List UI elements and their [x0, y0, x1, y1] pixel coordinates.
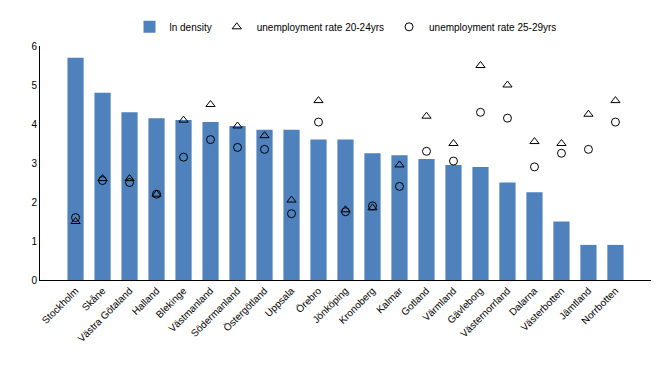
svg-text:unemployment rate 25-29yrs: unemployment rate 25-29yrs	[429, 22, 556, 33]
svg-text:0: 0	[31, 275, 37, 286]
svg-text:Västmanland: Västmanland	[166, 285, 215, 334]
svg-text:Örebro: Örebro	[294, 285, 324, 315]
svg-text:Kronoberg: Kronoberg	[337, 285, 378, 326]
svg-text:Uppsala: Uppsala	[263, 285, 297, 319]
svg-text:Gotland: Gotland	[399, 285, 432, 318]
svg-text:ln density: ln density	[170, 22, 212, 33]
svg-text:Jönköping: Jönköping	[310, 285, 350, 325]
svg-text:unemployment rate 20-24yrs: unemployment rate 20-24yrs	[257, 22, 384, 33]
svg-text:Blekinge: Blekinge	[154, 285, 189, 320]
svg-text:Västernorrland: Västernorrland	[458, 285, 512, 339]
svg-text:1: 1	[31, 236, 37, 247]
svg-text:5: 5	[31, 80, 37, 91]
svg-text:Värmland: Värmland	[420, 285, 458, 323]
svg-text:Västerbotten: Västerbotten	[519, 285, 567, 333]
svg-text:4: 4	[31, 119, 37, 130]
svg-text:Dalarna: Dalarna	[507, 285, 540, 318]
svg-text:Skåne: Skåne	[80, 285, 108, 313]
svg-text:Södermanland: Södermanland	[189, 285, 243, 339]
svg-text:Västra Götaland: Västra Götaland	[76, 285, 135, 344]
svg-text:2: 2	[31, 197, 37, 208]
svg-text:Norrbotten: Norrbotten	[579, 285, 620, 326]
svg-text:Östergötland: Östergötland	[221, 285, 269, 333]
svg-text:Jämtland: Jämtland	[557, 285, 593, 321]
svg-text:Kalmar: Kalmar	[374, 285, 405, 316]
svg-text:3: 3	[31, 158, 37, 169]
svg-text:Stockholm: Stockholm	[40, 285, 81, 326]
svg-text:6: 6	[31, 41, 37, 52]
svg-text:Gävleborg: Gävleborg	[445, 285, 485, 325]
svg-text:Halland: Halland	[130, 285, 162, 317]
